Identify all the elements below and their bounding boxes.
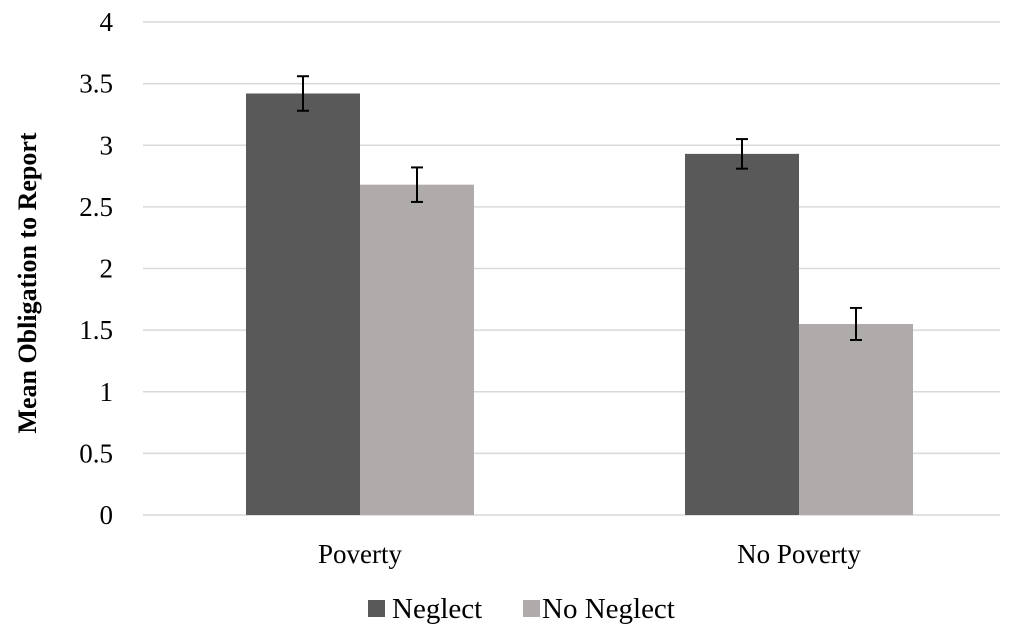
y-tick-label: 3.5 bbox=[79, 69, 113, 99]
y-tick-label: 2.5 bbox=[79, 192, 113, 222]
y-tick-label: 4 bbox=[100, 7, 114, 37]
bar-no-neglect bbox=[360, 185, 474, 515]
bar-no-neglect bbox=[799, 324, 913, 515]
y-axis-label: Mean Obligation to Report bbox=[13, 132, 42, 433]
x-category-label: Poverty bbox=[318, 539, 402, 569]
y-tick-label: 2 bbox=[100, 254, 114, 284]
legend-swatch bbox=[523, 600, 540, 617]
y-tick-label: 0.5 bbox=[79, 438, 113, 468]
legend-label: No Neglect bbox=[542, 593, 675, 625]
bar-neglect bbox=[685, 154, 799, 515]
legend-swatch bbox=[368, 600, 385, 617]
bars bbox=[246, 93, 913, 515]
y-tick-label: 3 bbox=[100, 130, 114, 160]
y-tick-label: 1.5 bbox=[79, 315, 113, 345]
legend-label: Neglect bbox=[392, 593, 482, 625]
bar-neglect bbox=[246, 93, 360, 515]
x-axis-categories: Poverty No Poverty bbox=[318, 539, 861, 569]
y-axis-ticks: 0 0.5 1 1.5 2 2.5 3 3.5 4 bbox=[79, 7, 113, 530]
x-category-label: No Poverty bbox=[737, 539, 861, 569]
y-tick-label: 0 bbox=[100, 500, 114, 530]
legend: Neglect No Neglect bbox=[368, 593, 675, 625]
y-tick-label: 1 bbox=[100, 377, 114, 407]
